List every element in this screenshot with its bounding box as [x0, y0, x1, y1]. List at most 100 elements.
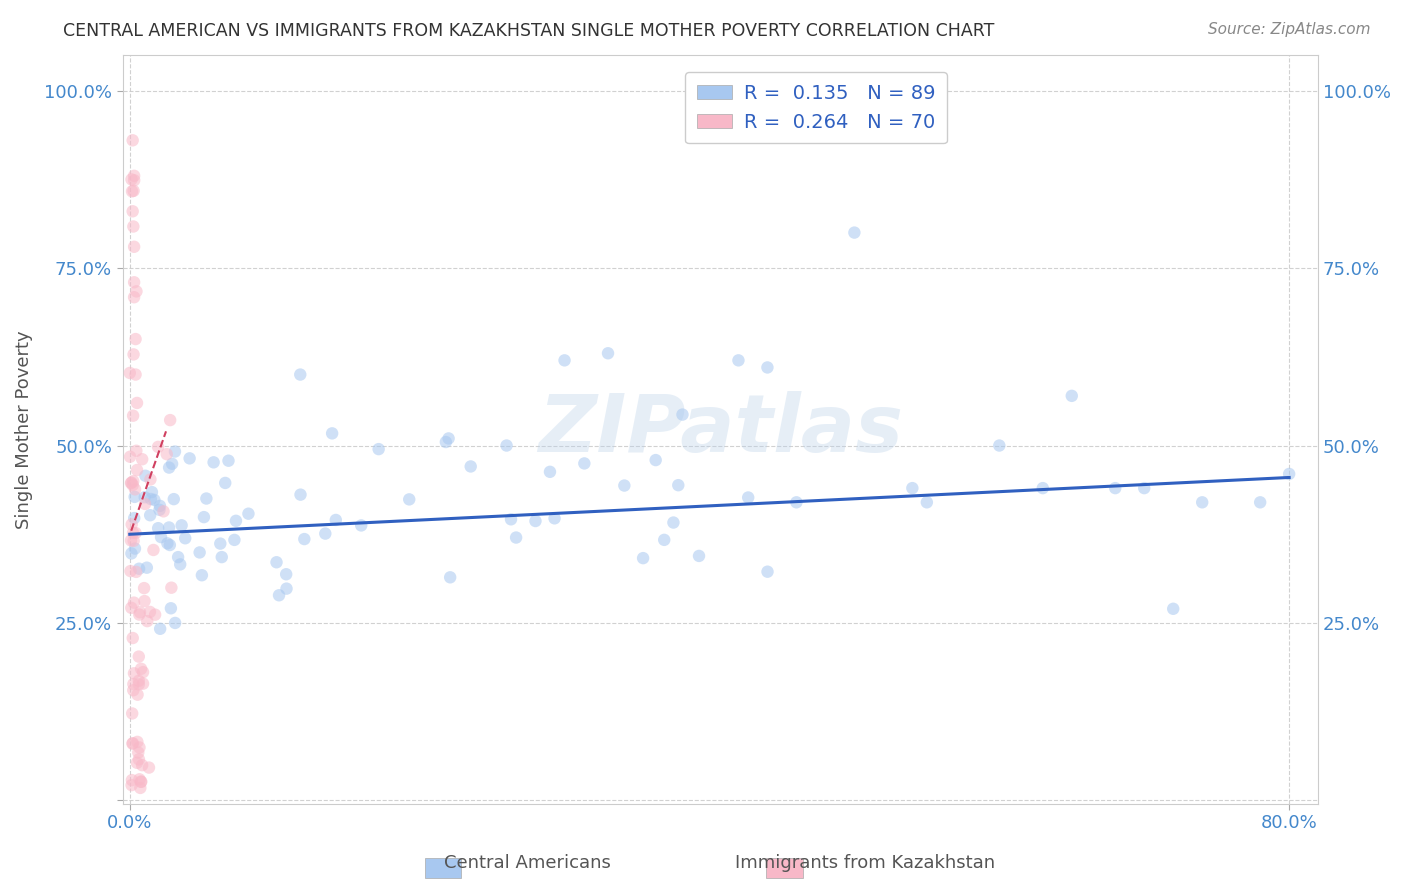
Point	[139, 605, 162, 619]
Point	[121, 737, 143, 751]
Point	[124, 526, 146, 541]
Point	[844, 226, 866, 240]
Point	[1249, 495, 1271, 509]
Point	[756, 565, 779, 579]
Point	[1032, 481, 1054, 495]
Point	[127, 746, 149, 760]
Point	[122, 683, 145, 698]
Point	[127, 688, 149, 702]
Point	[671, 408, 693, 422]
Point	[143, 607, 166, 622]
Point	[125, 396, 148, 410]
Point	[644, 453, 666, 467]
Point	[121, 736, 143, 750]
Point	[495, 438, 517, 452]
Point	[538, 465, 561, 479]
Point	[121, 773, 143, 788]
Point	[143, 492, 166, 507]
Point	[121, 517, 143, 532]
Point	[120, 533, 142, 548]
Point	[129, 774, 152, 789]
Point	[122, 525, 145, 540]
Point	[214, 475, 236, 490]
Point	[129, 605, 152, 619]
Point	[121, 133, 143, 147]
Point	[120, 600, 142, 615]
Point	[121, 172, 143, 186]
Point	[128, 752, 150, 766]
Point	[915, 495, 938, 509]
Point	[122, 533, 145, 548]
Point	[756, 360, 779, 375]
Point	[160, 601, 183, 615]
Text: ZIPatlas: ZIPatlas	[538, 391, 903, 468]
Point	[122, 596, 145, 610]
Text: CENTRAL AMERICAN VS IMMIGRANTS FROM KAZAKHSTAN SINGLE MOTHER POVERTY CORRELATION: CENTRAL AMERICAN VS IMMIGRANTS FROM KAZA…	[63, 22, 994, 40]
Point	[325, 513, 347, 527]
Text: Central Americans: Central Americans	[444, 855, 610, 872]
Point	[165, 615, 187, 630]
Point	[1191, 495, 1213, 509]
Point	[128, 649, 150, 664]
Point	[225, 514, 247, 528]
Point	[266, 555, 288, 569]
Point	[125, 756, 148, 770]
Point	[121, 478, 143, 492]
Point	[524, 514, 547, 528]
Point	[121, 778, 143, 792]
Point	[131, 452, 153, 467]
Point	[124, 332, 146, 346]
Point	[120, 546, 142, 560]
Y-axis label: Single Mother Poverty: Single Mother Poverty	[15, 330, 32, 529]
Point	[122, 219, 145, 234]
Point	[128, 772, 150, 787]
Point	[160, 581, 183, 595]
Point	[218, 453, 240, 467]
Point	[124, 490, 146, 504]
Point	[666, 478, 689, 492]
Point	[901, 481, 924, 495]
Point	[174, 531, 197, 545]
Point	[121, 204, 143, 219]
Point	[128, 673, 150, 688]
Point	[292, 532, 315, 546]
Point	[662, 516, 685, 530]
Point	[398, 492, 420, 507]
Point	[139, 491, 162, 506]
Point	[737, 491, 759, 505]
Point	[122, 677, 145, 691]
Point	[132, 676, 155, 690]
Point	[437, 432, 460, 446]
Point	[149, 622, 172, 636]
Point	[124, 541, 146, 556]
Point	[124, 483, 146, 497]
Point	[202, 455, 225, 469]
Point	[124, 368, 146, 382]
Point	[321, 426, 343, 441]
Point	[157, 460, 180, 475]
Point	[159, 413, 181, 427]
Point	[122, 290, 145, 304]
Point	[688, 549, 710, 563]
Point	[191, 568, 214, 582]
Point	[193, 510, 215, 524]
Point	[439, 570, 461, 584]
Point	[785, 495, 807, 509]
Point	[574, 457, 596, 471]
Point	[125, 443, 148, 458]
Point	[727, 353, 749, 368]
Point	[134, 490, 156, 504]
Point	[159, 538, 181, 552]
Point	[136, 614, 159, 628]
Point	[276, 582, 298, 596]
Point	[128, 607, 150, 622]
Point	[163, 492, 186, 507]
Point	[122, 275, 145, 289]
Point	[134, 468, 156, 483]
Point	[121, 475, 143, 490]
Point	[596, 346, 619, 360]
Point	[122, 240, 145, 254]
Point	[460, 459, 482, 474]
Point	[146, 440, 169, 454]
Point	[1161, 601, 1184, 615]
